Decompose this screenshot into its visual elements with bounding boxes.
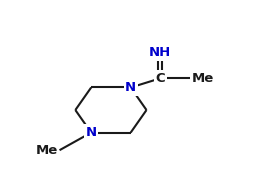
Text: N: N xyxy=(85,126,96,139)
Text: C: C xyxy=(155,72,165,85)
Text: NH: NH xyxy=(149,46,171,59)
Text: Me: Me xyxy=(191,72,213,85)
Text: Me: Me xyxy=(35,144,57,157)
Text: N: N xyxy=(125,81,136,94)
